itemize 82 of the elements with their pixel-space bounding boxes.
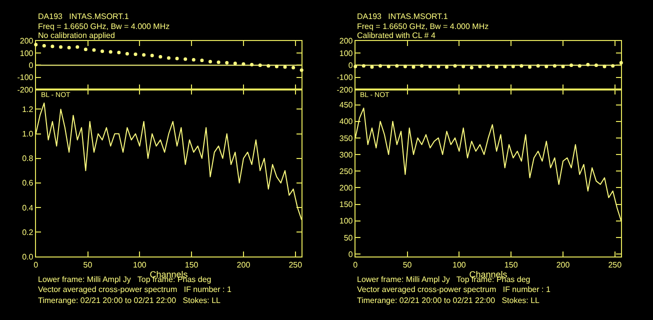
y-tick-label: 0.4 <box>22 203 34 212</box>
y-tick-label: -200 <box>17 85 34 94</box>
chart-subtitle: Freq = 1.6650 GHz, Bw = 4.000 MHz <box>357 22 489 31</box>
y-tick-label: 250 <box>339 166 354 176</box>
y-tick-label: 0 <box>348 61 354 70</box>
point <box>258 63 262 67</box>
point <box>283 65 287 69</box>
line-series <box>355 108 622 222</box>
y-tick-label: 200 <box>339 36 354 46</box>
x-tick-label: 100 <box>452 260 466 270</box>
point <box>59 45 63 49</box>
y-tick-label: 200 <box>339 183 354 192</box>
y-tick-label: 0.8 <box>22 154 34 164</box>
x-tick-label: 50 <box>402 260 412 270</box>
x-tick-label: 200 <box>556 260 570 270</box>
point <box>242 62 246 66</box>
y-tick-label: 100 <box>20 48 34 58</box>
point <box>300 68 304 72</box>
point <box>200 58 204 62</box>
y-tick-label: -100 <box>17 73 34 82</box>
point <box>166 56 170 60</box>
point <box>192 58 196 62</box>
point <box>100 50 104 54</box>
text: Timerange: 02/21 20:00 to 02/21 22:00 Stokes: LL <box>38 296 222 305</box>
y-tick-label: 350 <box>339 134 354 143</box>
y-tick-label: -100 <box>336 73 354 82</box>
point <box>117 50 121 54</box>
chart-title: DA193 INTAS.MSORT.1 <box>38 12 130 21</box>
y-tick-label: 300 <box>339 150 354 160</box>
text: Vector averaged cross-power spectrum IF number : 1 <box>38 285 232 294</box>
point <box>208 60 212 64</box>
point <box>76 45 80 49</box>
y-tick-label: 200 <box>20 36 34 46</box>
y-tick-label: 0.2 <box>22 228 34 237</box>
y-tick-label: -200 <box>336 85 354 94</box>
y-tick-label: 100 <box>339 216 354 226</box>
point <box>274 64 278 68</box>
y-tick-label: 1.0 <box>22 130 34 139</box>
chart-title: DA193 INTAS.MSORT.1 <box>357 12 448 21</box>
point <box>92 48 96 52</box>
point <box>266 64 270 68</box>
point <box>34 42 38 46</box>
x-tick-label: 100 <box>132 260 147 270</box>
y-tick-label: 400 <box>339 117 354 126</box>
point <box>84 48 88 52</box>
point <box>134 52 138 56</box>
point <box>175 56 179 60</box>
y-tick-label: 0.6 <box>22 178 34 188</box>
point <box>108 50 112 54</box>
point <box>158 54 162 58</box>
point <box>142 53 146 57</box>
text: Vector averaged cross-power spectrum IF number : 1 <box>357 285 551 294</box>
point <box>125 52 129 56</box>
chart-subtitle: Freq = 1.6650 GHz, Bw = 4.000 MHz <box>38 22 170 31</box>
y-tick-label: 1.2 <box>22 104 34 114</box>
y-tick-label: 150 <box>339 200 354 210</box>
point <box>292 66 296 70</box>
x-tick-label: 50 <box>83 260 93 270</box>
y-tick-label: 0 <box>348 250 354 259</box>
text: Calibrated with CL # 4 <box>357 31 436 40</box>
y-tick-label: 100 <box>339 48 354 58</box>
y-tick-label: 50 <box>344 233 354 242</box>
x-tick-label: 150 <box>504 260 518 270</box>
x-tick-label: 200 <box>236 260 251 270</box>
point <box>67 46 71 50</box>
x-tick-label: 250 <box>608 260 622 270</box>
line-series <box>36 102 302 220</box>
point <box>150 54 154 58</box>
point <box>50 44 54 48</box>
text: Timerange: 02/21 20:00 to 02/21 22:00 Stokes: LL <box>357 296 540 305</box>
point <box>250 62 254 66</box>
point <box>184 57 188 61</box>
y-tick-label: 0 <box>28 61 34 70</box>
x-tick-label: 150 <box>184 260 199 270</box>
x-tick-label: 250 <box>288 260 303 270</box>
point <box>225 61 229 65</box>
y-tick-label: 0.0 <box>22 252 34 262</box>
point <box>216 60 220 64</box>
point <box>233 62 237 66</box>
y-tick-label: 450 <box>339 100 354 110</box>
text: No calibration applied <box>38 31 115 40</box>
point <box>42 44 46 48</box>
